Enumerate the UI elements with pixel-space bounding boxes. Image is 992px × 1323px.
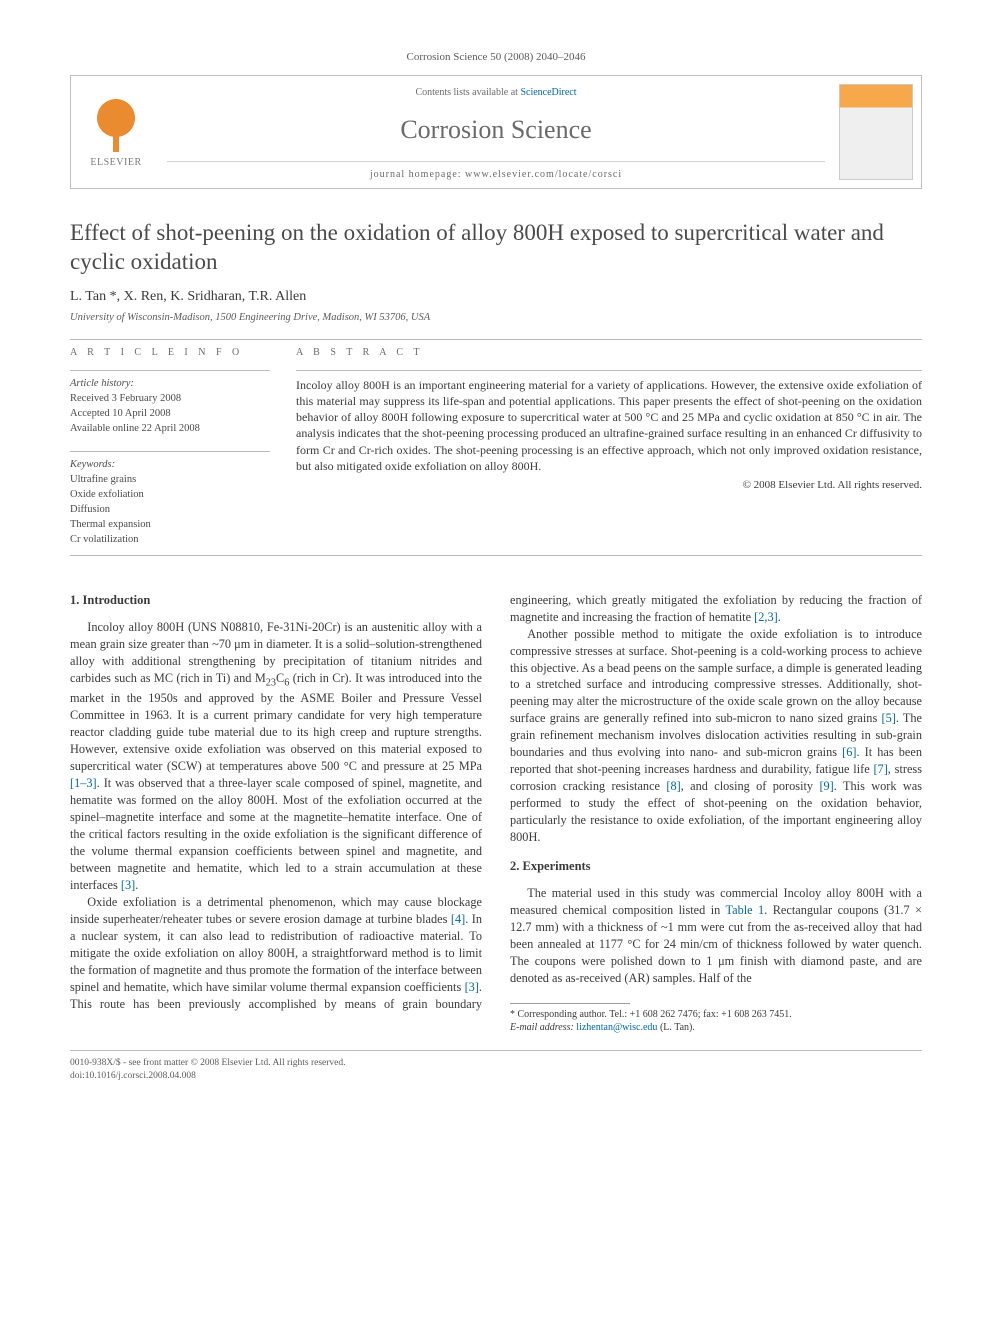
header-citation: Corrosion Science 50 (2008) 2040–2046 (70, 50, 922, 65)
bottom-bar: 0010-938X/$ - see front matter © 2008 El… (70, 1050, 922, 1082)
abstract-text: Incoloy alloy 800H is an important engin… (296, 377, 922, 474)
email-label: E-mail address: (510, 1022, 574, 1033)
body-paragraph: Another possible method to mitigate the … (510, 626, 922, 847)
keyword-item: Thermal expansion (70, 518, 270, 532)
body-paragraph: Incoloy alloy 800H (UNS N08810, Fe-31Ni-… (70, 619, 482, 894)
divider-top (70, 339, 922, 340)
citation-link[interactable]: [6] (842, 745, 856, 759)
text-run: , and closing of porosity (681, 779, 820, 793)
affiliation: University of Wisconsin-Madison, 1500 En… (70, 311, 922, 325)
history-accepted: Accepted 10 April 2008 (70, 407, 270, 421)
section-2-heading: 2. Experiments (510, 858, 922, 875)
contents-available-line: Contents lists available at ScienceDirec… (167, 86, 825, 100)
citation-link[interactable]: [7] (873, 762, 887, 776)
masthead: ELSEVIER Contents lists available at Sci… (70, 75, 922, 189)
divider-abs (296, 370, 922, 371)
body-two-columns: 1. Introduction Incoloy alloy 800H (UNS … (70, 592, 922, 1035)
keyword-item: Cr volatilization (70, 533, 270, 547)
text-run: C (276, 671, 284, 685)
divider-after-abs (70, 555, 922, 556)
subscript: 23 (266, 677, 276, 688)
text-run: . (778, 610, 781, 624)
elsevier-tree-icon (86, 94, 146, 154)
publisher-name: ELSEVIER (90, 156, 141, 170)
history-label: Article history: (70, 377, 270, 391)
text-run: Oxide exfoliation is a detrimental pheno… (70, 895, 482, 926)
footnote-rule (510, 1003, 630, 1004)
citation-link[interactable]: [8] (666, 779, 680, 793)
citation-link[interactable]: [4] (451, 912, 465, 926)
history-online: Available online 22 April 2008 (70, 422, 270, 436)
publisher-logo: ELSEVIER (71, 76, 161, 188)
footnote-line-1: * Corresponding author. Tel.: +1 608 262… (510, 1008, 922, 1021)
journal-name: Corrosion Science (167, 112, 825, 147)
keyword-item: Diffusion (70, 503, 270, 517)
section-1-heading: 1. Introduction (70, 592, 482, 609)
corresponding-author-footnote: * Corresponding author. Tel.: +1 608 262… (510, 1008, 922, 1034)
citation-link[interactable]: [3] (465, 980, 479, 994)
citation-link[interactable]: [1–3] (70, 776, 97, 790)
history-received: Received 3 February 2008 (70, 392, 270, 406)
citation-link[interactable]: [3] (121, 878, 135, 892)
contents-prefix: Contents lists available at (415, 87, 520, 98)
doi-line: doi:10.1016/j.corsci.2008.04.008 (70, 1070, 922, 1082)
article-info-heading: A R T I C L E I N F O (70, 346, 270, 360)
journal-cover-thumb (831, 76, 921, 188)
citation-link[interactable]: [5] (881, 711, 895, 725)
journal-homepage: journal homepage: www.elsevier.com/locat… (167, 161, 825, 182)
keyword-item: Ultrafine grains (70, 473, 270, 487)
divider-info-2 (70, 451, 270, 452)
citation-link[interactable]: [2,3] (754, 610, 778, 624)
divider-info-1 (70, 370, 270, 371)
keyword-item: Oxide exfoliation (70, 488, 270, 502)
keywords-label: Keywords: (70, 458, 270, 472)
article-info-column: A R T I C L E I N F O Article history: R… (70, 346, 270, 548)
text-run: . (135, 878, 138, 892)
text-run: . It was observed that a three-layer sca… (70, 776, 482, 892)
front-matter-line: 0010-938X/$ - see front matter © 2008 El… (70, 1057, 922, 1069)
abstract-column: A B S T R A C T Incoloy alloy 800H is an… (296, 346, 922, 548)
abstract-heading: A B S T R A C T (296, 346, 922, 360)
sciencedirect-link[interactable]: ScienceDirect (520, 87, 576, 98)
text-run: Another possible method to mitigate the … (510, 627, 922, 726)
cover-image-icon (839, 84, 913, 180)
citation-link[interactable]: [9] (819, 779, 833, 793)
body-paragraph: The material used in this study was comm… (510, 885, 922, 987)
table-link[interactable]: Table 1 (725, 903, 764, 917)
author-name-paren: (L. Tan). (660, 1022, 695, 1033)
authors-line: L. Tan *, X. Ren, K. Sridharan, T.R. All… (70, 288, 922, 307)
author-email-link[interactable]: lizhentan@wisc.edu (576, 1022, 657, 1033)
article-title: Effect of shot-peening on the oxidation … (70, 219, 922, 277)
abstract-copyright: © 2008 Elsevier Ltd. All rights reserved… (296, 478, 922, 493)
